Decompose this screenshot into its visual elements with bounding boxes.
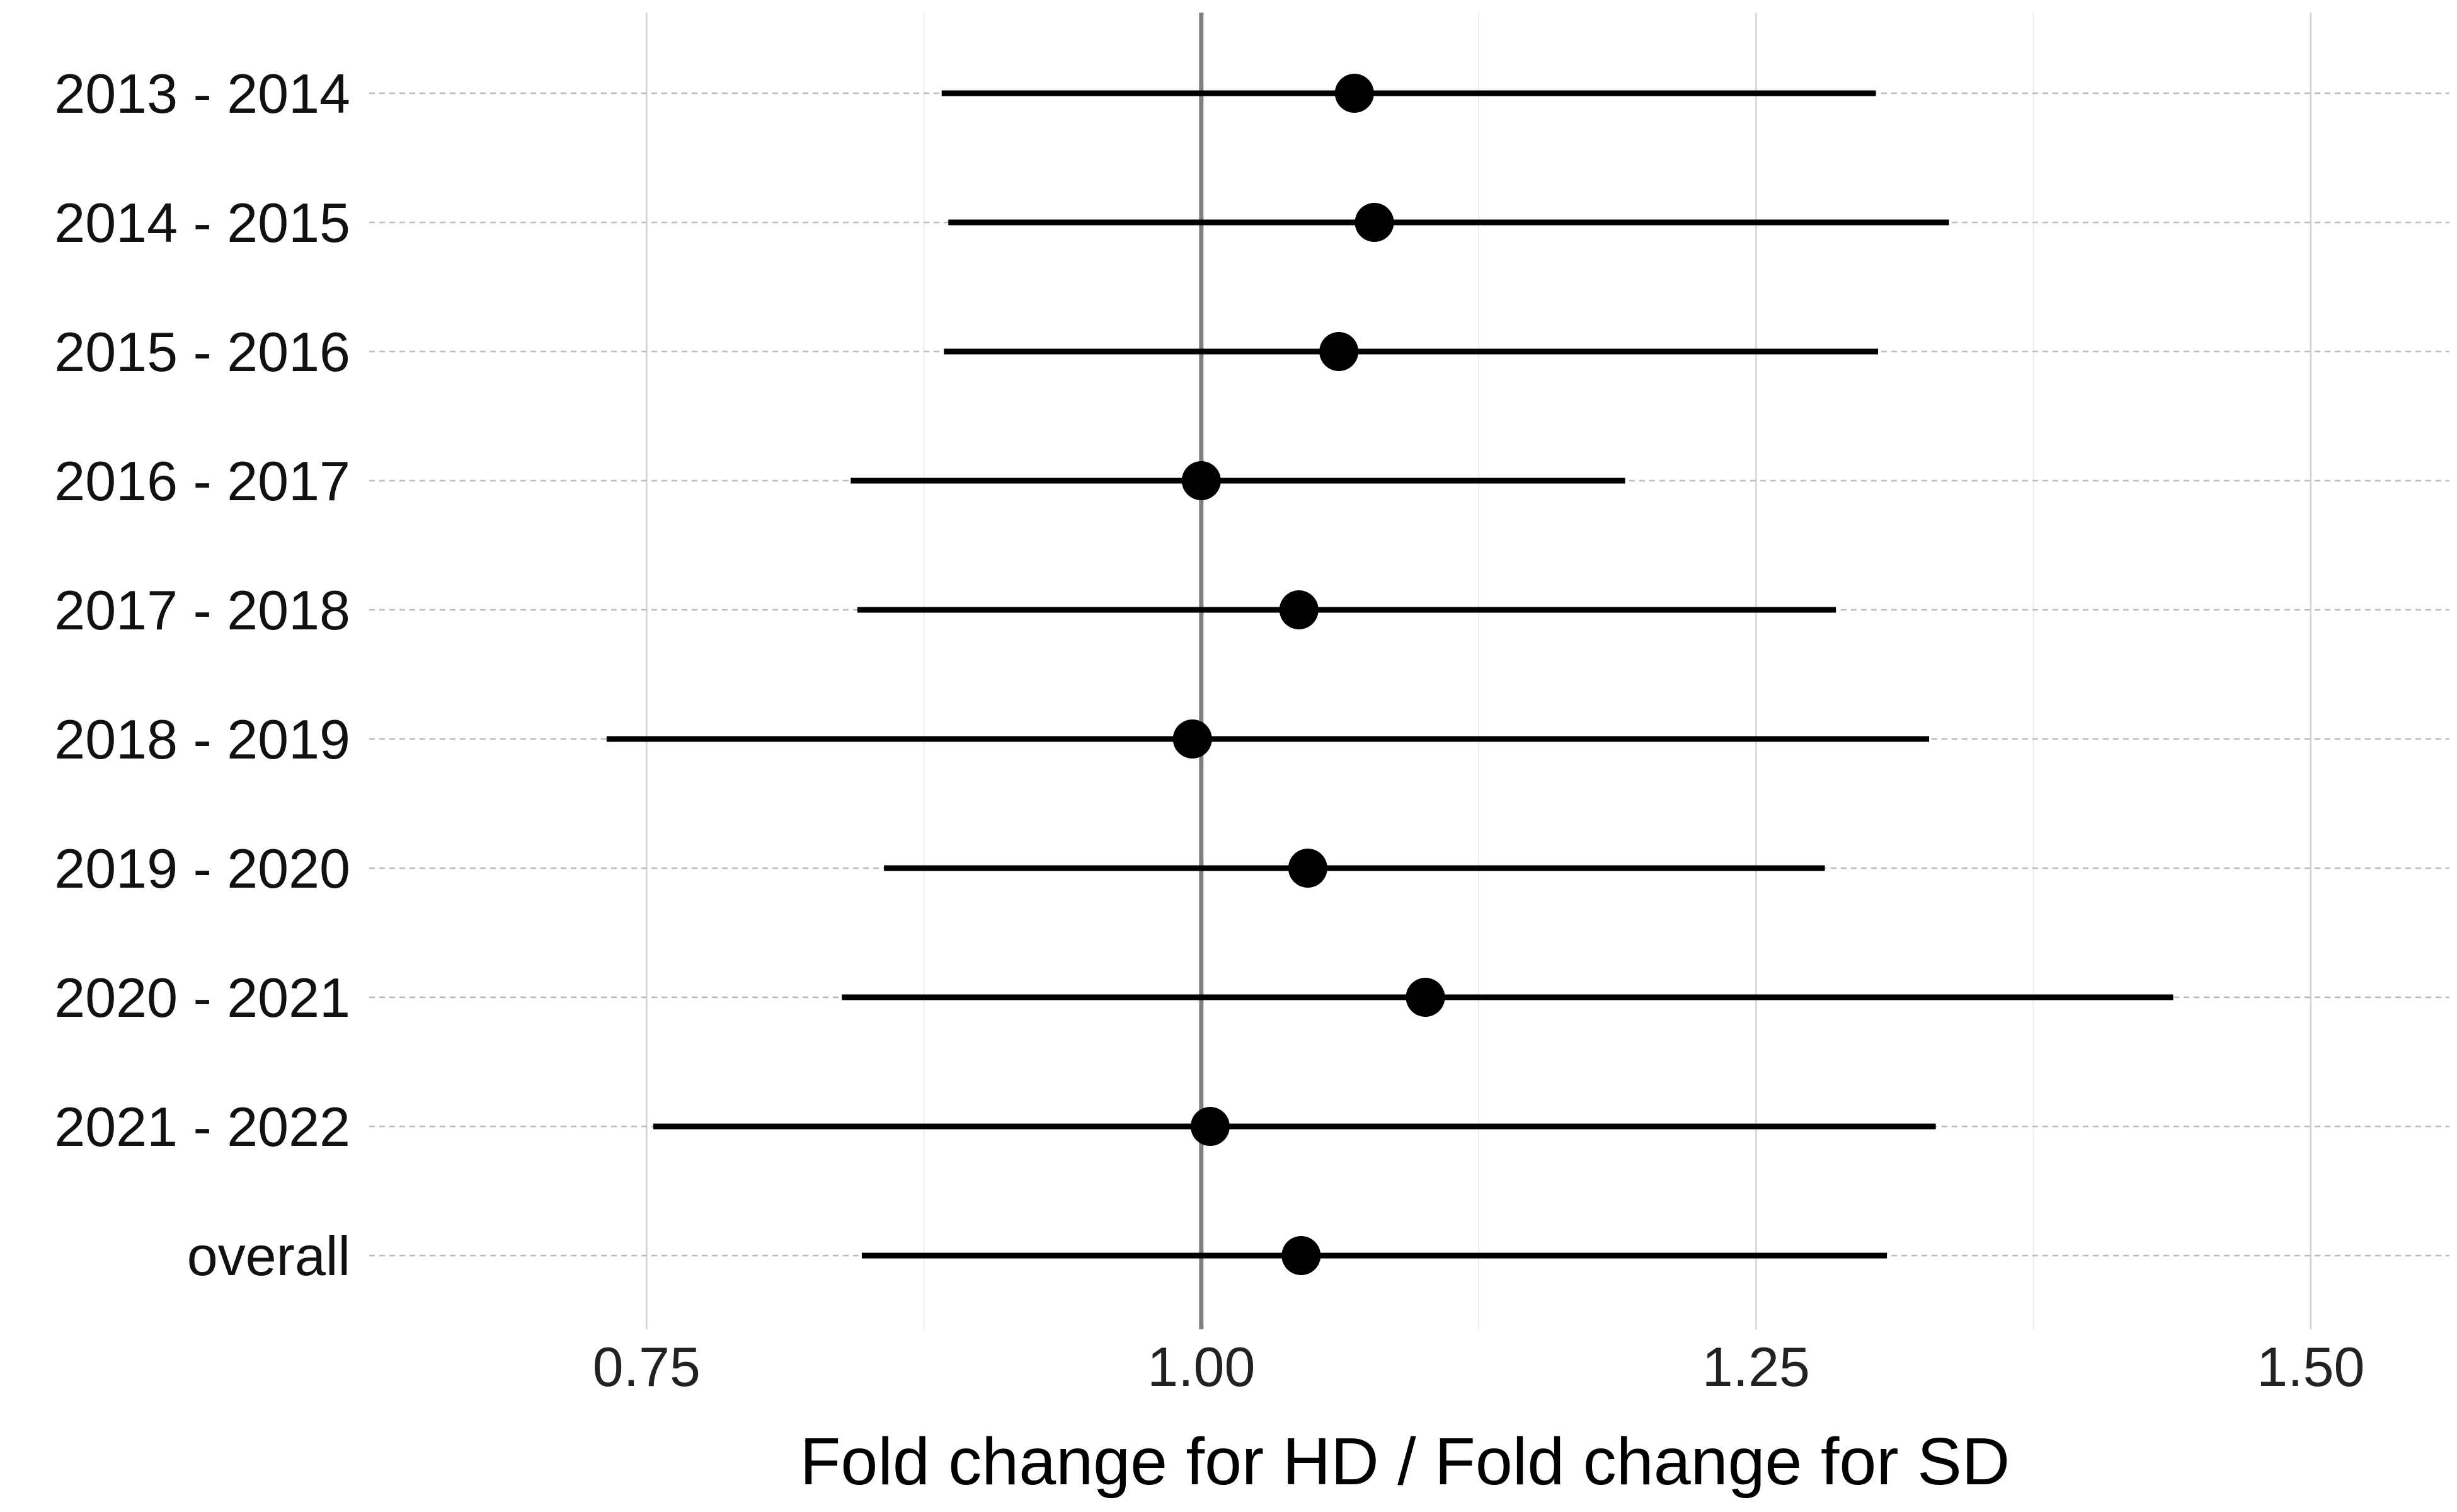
- y-tick-label: overall: [187, 1225, 350, 1287]
- y-gridlines: [369, 92, 2449, 1257]
- estimate-point: [1334, 74, 1374, 113]
- estimate-point: [1172, 719, 1212, 759]
- estimate-point: [1319, 332, 1359, 371]
- y-tick-label: 2018 - 2019: [54, 708, 350, 770]
- estimate-point: [1288, 849, 1327, 888]
- point-estimates: [1172, 74, 1445, 1275]
- estimate-point: [1406, 978, 1445, 1017]
- x-tick-label: 1.25: [1702, 1336, 1810, 1398]
- y-tick-labels: 2013 - 2014 2014 - 2015 2015 - 2016 2016 - …: [54, 62, 350, 1287]
- y-tick-label: 2019 - 2020: [54, 837, 350, 900]
- y-tick-label: 2020 - 2021: [54, 966, 350, 1029]
- estimate-point: [1354, 203, 1394, 242]
- y-tick-label: 2015 - 2016: [54, 321, 350, 383]
- y-tick-label: 2021 - 2022: [54, 1096, 350, 1158]
- estimate-point: [1181, 461, 1221, 500]
- estimate-point: [1281, 1236, 1321, 1275]
- estimate-point: [1190, 1107, 1230, 1146]
- x-axis-title: Fold change for HD / Fold change for SD: [800, 1424, 2010, 1499]
- x-tick-label: 1.50: [2257, 1336, 2364, 1398]
- x-tick-label: 1.00: [1147, 1336, 1255, 1398]
- x-tick-label: 0.75: [593, 1336, 701, 1398]
- y-tick-label: 2013 - 2014: [54, 62, 350, 125]
- y-tick-label: 2017 - 2018: [54, 579, 350, 641]
- y-tick-label: 2016 - 2017: [54, 450, 350, 512]
- estimate-point: [1279, 590, 1319, 629]
- confidence-intervals: [606, 90, 2174, 1259]
- x-tick-labels: 0.75 1.00 1.25 1.50: [593, 1336, 2365, 1398]
- y-tick-label: 2014 - 2015: [54, 192, 350, 254]
- x-minor-gridlines: [923, 13, 2034, 1329]
